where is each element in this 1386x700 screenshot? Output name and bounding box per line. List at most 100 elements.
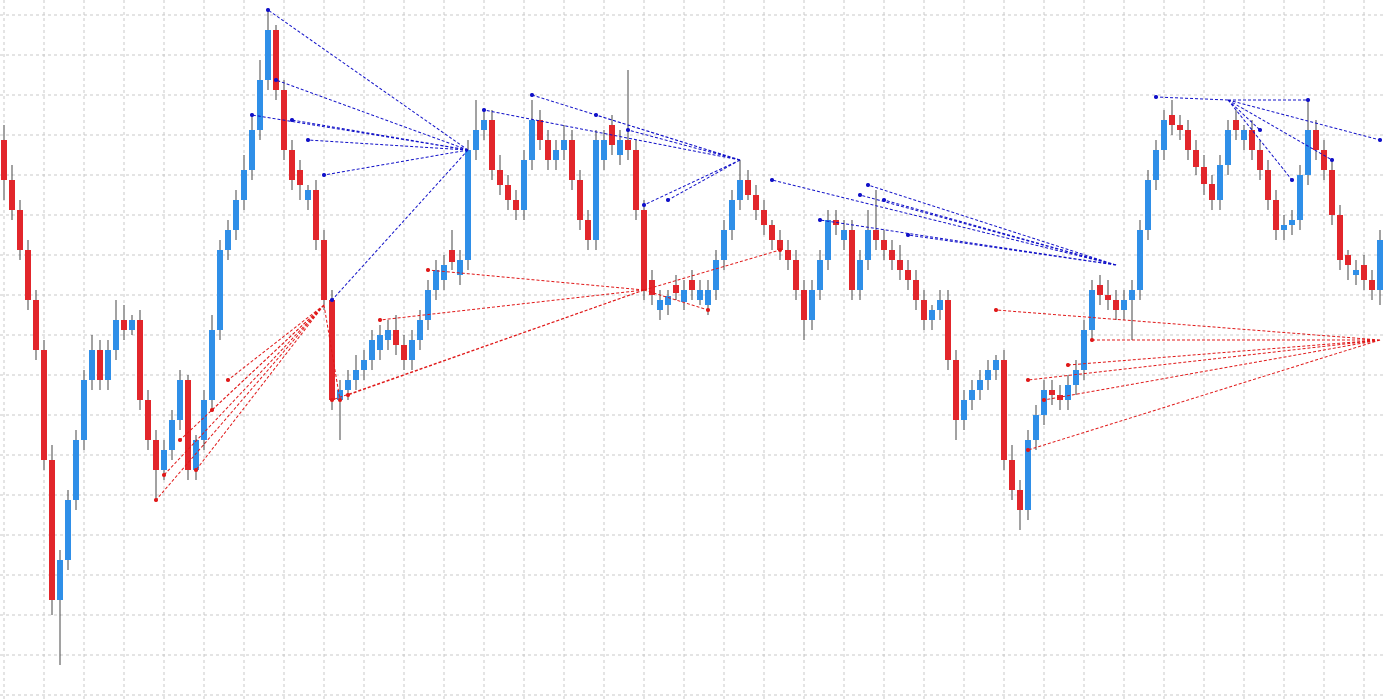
fan-line [227,304,325,381]
fan-marker [210,408,214,412]
fan-line [307,139,469,151]
fan-line [771,179,1117,266]
candle-body [313,190,319,240]
candle-body [489,120,495,170]
candle-body [1249,130,1255,150]
candle-body [1105,295,1111,300]
candle-body [833,220,839,225]
candle-body [361,360,367,370]
candle-body [921,300,927,320]
candle-body [777,240,783,250]
candle-body [409,340,415,360]
candle-body [985,370,991,380]
candle-body [897,260,903,270]
candle-body [633,150,639,210]
candle-body [121,320,127,330]
candle-body [393,330,399,345]
candle-body [1041,390,1047,415]
candle-body [1,140,7,180]
candle-body [177,380,183,420]
candle-body [65,500,71,560]
candle-body [1233,120,1239,130]
fan-line [667,159,741,201]
candle-body [697,290,703,300]
fan-line [867,184,1117,266]
fan-line [1027,339,1381,381]
candle-body [81,380,87,440]
candle-body [657,300,663,310]
fan-line [1227,99,1381,141]
candle-body [905,270,911,280]
fan-line [427,269,645,291]
candle-body [1177,125,1183,130]
candle-body [217,250,223,330]
candle-body [961,400,967,420]
fan-marker [626,128,630,132]
fan-line [643,289,709,311]
candle-body [1153,150,1159,180]
candle-body [625,140,631,150]
fan-marker [594,113,598,117]
candle-body [969,390,975,400]
candle-body [1305,130,1311,175]
fan-marker [250,113,254,117]
candle-body [889,250,895,260]
fan-marker [1330,158,1334,162]
candle-body [577,180,583,220]
candle-body [1185,130,1191,150]
candle-body [241,170,247,200]
fan-marker [1026,378,1030,382]
candle-body [1217,165,1223,200]
candle-body [1361,265,1367,280]
candle-body [929,310,935,320]
candle-body [265,30,271,80]
candle-body [881,240,887,250]
candle-body [425,290,431,320]
candle-body [945,300,951,360]
candle-body [129,320,135,330]
candle-body [1353,270,1359,275]
candle-body [809,290,815,320]
candle-body [305,190,311,200]
candle-body [1297,175,1303,220]
candle-body [793,260,799,290]
fan-marker [1066,363,1070,367]
candle-body [1257,150,1263,170]
fan-marker [378,318,382,322]
candle-body [417,320,423,340]
candle-body [1049,390,1055,395]
candle-body [537,120,543,140]
fan-marker [530,93,534,97]
fan-marker [1290,178,1294,182]
fan-line [483,109,741,161]
candle-body [49,460,55,600]
candle-body [1281,225,1287,230]
candle-body [665,296,671,305]
candle-body [1225,130,1231,165]
candle-body [1065,385,1071,400]
candle-body [601,140,607,160]
candle-body [1337,215,1343,260]
candle-body [1169,115,1175,125]
fan-line [1043,339,1381,401]
fan-marker [1378,138,1382,142]
candle-body [369,340,375,360]
candle-body [337,390,343,400]
candle-body [977,380,983,390]
fan-marker [322,173,326,177]
candle-body [457,260,463,275]
candle-body [1009,460,1015,490]
fan-marker [706,308,710,312]
fan-line [1067,339,1381,366]
candle-body [1289,220,1295,225]
candle-body [593,140,599,240]
candle-body [433,270,439,290]
candle-body [737,180,743,200]
fan-line [331,149,469,301]
candle-body [545,140,551,160]
candle-body [729,200,735,230]
candle-body [673,285,679,293]
fan-marker [1042,398,1046,402]
fan-marker [1306,98,1310,102]
